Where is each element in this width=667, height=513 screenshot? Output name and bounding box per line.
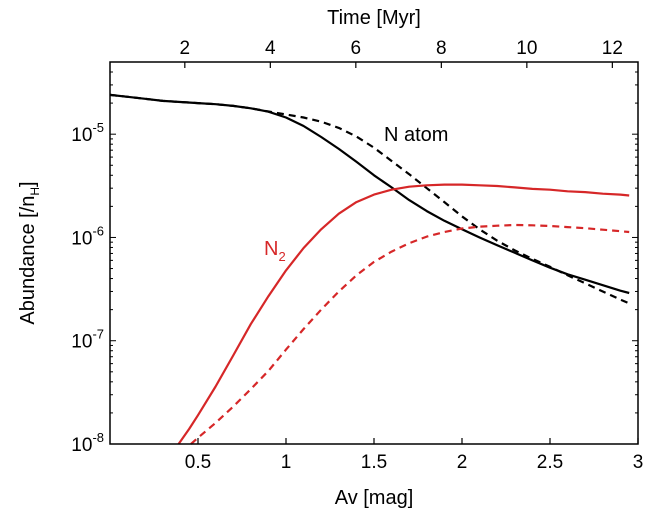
- y-tick-label: 10-5: [71, 120, 104, 146]
- top-tick-label: 2: [180, 38, 191, 59]
- top-tick-label: 6: [351, 38, 362, 59]
- x-tick-label: 1.5: [361, 452, 387, 473]
- y-tick-label: 10-7: [71, 327, 104, 353]
- y-axis-title: Abundance [/nH]: [17, 181, 42, 324]
- grid-ticks: [110, 61, 639, 445]
- series-line-1: [109, 93, 630, 305]
- series-line-3: [190, 223, 630, 445]
- x-tick-label: 0.5: [185, 452, 211, 473]
- y-tick-label: 10-8: [71, 430, 104, 456]
- plot-frame: [109, 61, 639, 445]
- x-axis-title: Av [mag]: [335, 487, 414, 509]
- series-line-2: [177, 183, 630, 445]
- x-tick-label: 1: [281, 452, 292, 473]
- top-axis-title: Time [Myr]: [327, 7, 421, 29]
- series-line-0: [109, 93, 630, 295]
- top-tick-label: 10: [516, 38, 537, 59]
- annotation-n-atom: N atom: [384, 124, 448, 146]
- series-layer: [109, 93, 630, 445]
- annotation-n2: N2: [264, 238, 286, 264]
- y-tick-label: 10-6: [71, 223, 104, 249]
- x-tick-label: 2.5: [537, 452, 563, 473]
- x-tick-label: 3: [633, 452, 644, 473]
- top-tick-label: 4: [265, 38, 276, 59]
- top-tick-label: 8: [436, 38, 447, 59]
- tick-labels: 0.5 1 1.5 2 2.5 3 2 4 6 8 10 12 10-5 10-6 10-7 10-8: [71, 38, 643, 473]
- top-tick-label: 12: [602, 38, 623, 59]
- x-tick-label: 2: [457, 452, 468, 473]
